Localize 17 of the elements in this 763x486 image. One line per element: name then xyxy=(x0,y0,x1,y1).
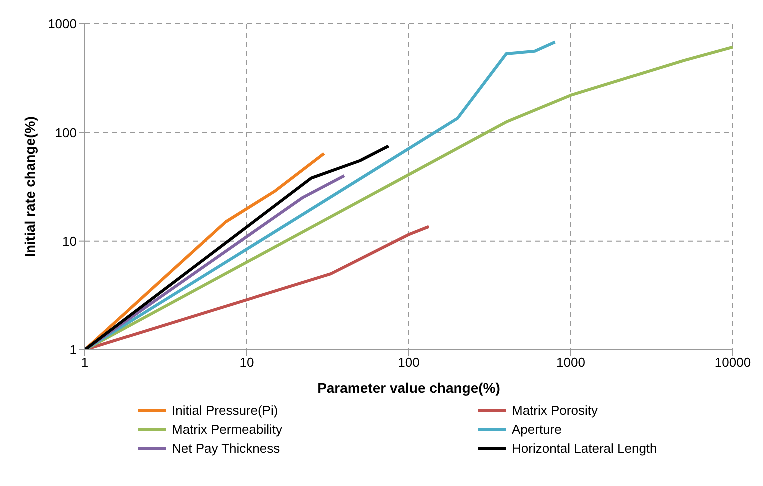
legend-label: Matrix Permeability xyxy=(172,422,283,437)
x-axis-title: Parameter value change(%) xyxy=(318,380,500,396)
x-tick-label: 1 xyxy=(81,355,89,370)
legend-label: Initial Pressure(Pi) xyxy=(172,403,278,418)
x-tick-label: 1000 xyxy=(556,355,586,370)
y-tick-label: 1000 xyxy=(48,16,77,32)
legend-label: Net Pay Thickness xyxy=(172,441,280,456)
y-axis-title: Initial rate change(%) xyxy=(22,116,38,258)
legend-label: Matrix Porosity xyxy=(512,403,598,418)
y-tick-label: 100 xyxy=(55,125,77,140)
y-tick-label: 1 xyxy=(70,342,77,358)
x-tick-label: 100 xyxy=(398,355,420,370)
legend-label: Horizontal Lateral Length xyxy=(512,441,658,456)
y-tick-label: 10 xyxy=(62,234,77,249)
x-tick-label: 10000 xyxy=(714,355,752,370)
x-tick-label: 10 xyxy=(240,355,254,370)
legend-label: Aperture xyxy=(512,422,562,437)
